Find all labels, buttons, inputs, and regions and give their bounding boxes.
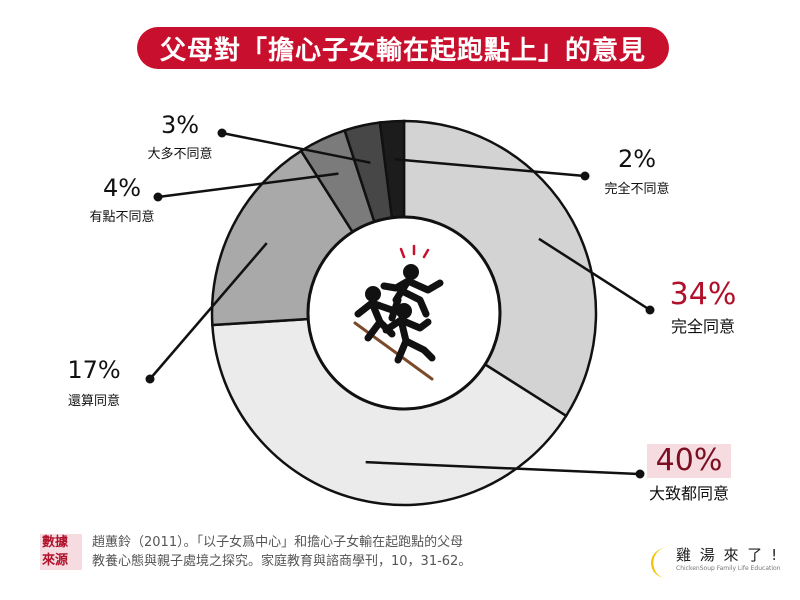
leader-line-4	[157, 172, 339, 199]
value-label-3: 17%	[67, 356, 120, 384]
value-label-5: 3%	[161, 111, 199, 139]
leader-line-5	[221, 131, 371, 164]
value-label-1: 34%	[670, 277, 737, 312]
logo-subtitle: ChickenSoup Family Life Education	[676, 565, 781, 572]
value-highlight	[647, 444, 731, 478]
value-label-4: 4%	[103, 174, 141, 202]
category-label-2: 大致都同意	[649, 484, 729, 503]
leader-line-6	[394, 158, 586, 178]
category-label-4: 有點不同意	[89, 209, 154, 225]
category-label-3: 還算同意	[68, 393, 120, 409]
leader-line-2	[365, 460, 641, 476]
source-citation-line-1: 趙蕙鈴（2011）。「以子女爲中心」和擔心子女輸在起跑點的父母	[92, 535, 464, 550]
source-citation-line-2: 教養心態與親子處境之探究。家庭教育與諮商學刊，10，31-62。	[92, 554, 472, 569]
category-label-1: 完全同意	[671, 317, 735, 336]
leader-dot-1	[645, 305, 655, 315]
logo-name: 雞 湯 來 了 !	[676, 546, 780, 564]
leader-dot-4	[153, 192, 163, 202]
value-label-2: 40%	[656, 443, 723, 478]
source-tag-line-1: 數據	[40, 534, 82, 552]
category-label-5: 大多不同意	[147, 146, 212, 162]
category-label-6: 完全不同意	[604, 181, 669, 197]
source-tag: 數據 來源	[40, 534, 82, 570]
center-disc	[306, 215, 502, 411]
source-citation: 趙蕙鈴（2011）。「以子女爲中心」和擔心子女輸在起跑點的父母 教養心態與親子處…	[92, 533, 562, 571]
leader-dot-5	[217, 128, 227, 138]
leader-dot-6	[580, 171, 590, 181]
crescent-logo-icon	[651, 548, 666, 578]
leader-dot-3	[145, 374, 155, 384]
running-children-icon	[353, 244, 444, 381]
brand-logo: 雞 湯 來 了 ! ChickenSoup Family Life Educat…	[650, 544, 781, 584]
leader-dot-2	[635, 469, 645, 479]
leader-line-3	[149, 242, 268, 380]
leader-line-1	[538, 237, 651, 312]
source-tag-line-2: 來源	[40, 552, 82, 570]
value-label-6: 2%	[618, 145, 656, 173]
page-title: 父母對「擔心子女輸在起跑點上」的意見	[137, 27, 669, 69]
